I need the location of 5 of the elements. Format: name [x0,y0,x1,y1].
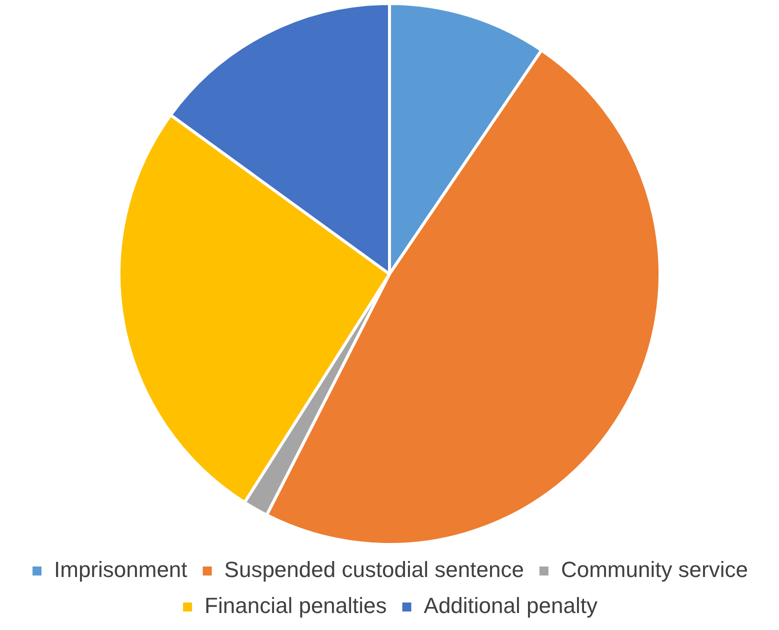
legend-label: Imprisonment [54,557,188,582]
legend-label: Financial penalties [204,593,387,618]
legend-label: Community service [560,557,748,582]
legend-label: Additional penalty [424,593,598,618]
legend-label: Suspended custodial sentence [224,557,524,582]
